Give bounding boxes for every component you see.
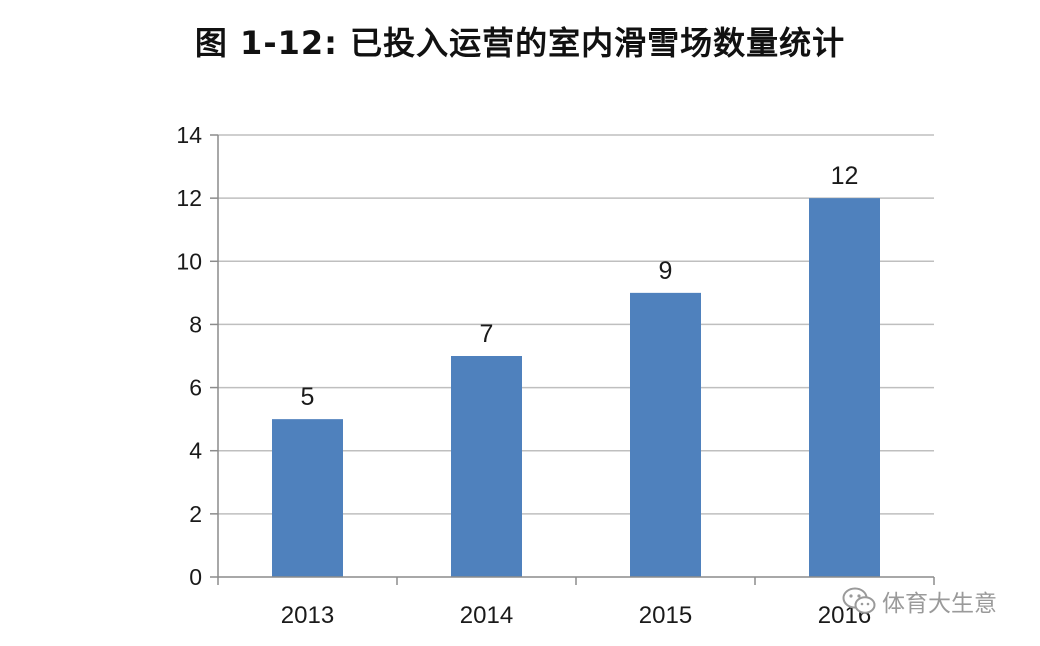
y-tick-label: 8	[189, 311, 202, 337]
data-label: 7	[480, 320, 494, 348]
wechat-logo-icon	[842, 587, 876, 614]
y-tick-label: 14	[176, 122, 202, 148]
data-label: 12	[831, 162, 859, 190]
x-tick-label: 2015	[639, 602, 692, 629]
y-tick-label: 10	[176, 248, 202, 274]
bar	[809, 198, 880, 577]
x-tick-label: 2014	[460, 602, 513, 629]
data-label: 9	[659, 257, 673, 285]
y-tick-label: 4	[189, 438, 202, 464]
y-tick-label: 12	[176, 185, 202, 211]
watermark: 体育大生意	[842, 584, 997, 618]
data-label: 5	[301, 383, 315, 411]
bar	[451, 356, 522, 577]
chart-title: 图 1-12: 已投入运营的室内滑雪场数量统计	[194, 24, 846, 62]
y-tick-label: 0	[189, 564, 202, 590]
x-tick-label: 2013	[281, 602, 334, 629]
y-tick-label: 2	[189, 501, 202, 527]
bar	[272, 419, 343, 577]
y-tick-label: 6	[189, 375, 202, 401]
bar	[630, 292, 701, 577]
watermark-text: 体育大生意	[882, 591, 997, 617]
